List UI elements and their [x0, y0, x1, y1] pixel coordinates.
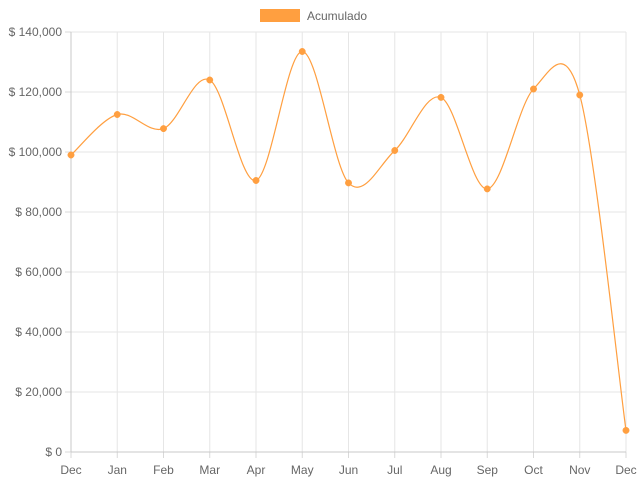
x-tick-label: Jan: [108, 463, 127, 477]
data-point: [252, 177, 260, 184]
grid-lines: [71, 31, 627, 452]
x-tick-label: Nov: [569, 463, 590, 477]
data-point: [206, 76, 214, 84]
y-tick-label: $ 60,000: [15, 265, 62, 279]
y-tick-label: $ 0: [45, 445, 62, 459]
y-tick-label: $ 80,000: [15, 205, 62, 219]
series-line: [70, 50, 627, 431]
data-point: [622, 426, 630, 434]
legend-label: Acumulado: [307, 9, 367, 23]
data-point: [576, 91, 584, 99]
y-tick-label: $ 140,000: [9, 25, 63, 39]
x-tick-label: Dec: [60, 463, 81, 477]
data-point: [437, 93, 445, 101]
axes: [65, 31, 627, 458]
x-tick-label: Jul: [387, 463, 402, 477]
series-layer: [67, 48, 630, 434]
x-tick-label: Feb: [153, 463, 174, 477]
data-point: [483, 185, 491, 193]
x-tick-label: Apr: [247, 463, 266, 477]
data-point: [298, 48, 306, 55]
legend-swatch: [260, 9, 300, 22]
y-tick-label: $ 100,000: [9, 145, 63, 159]
y-tick-label: $ 120,000: [9, 85, 63, 99]
x-axis-tick-labels: Dec Jan Feb Mar Apr May Jun Jul Aug Sep Oct Nov Dec: [60, 463, 636, 477]
x-tick-label: Oct: [524, 463, 543, 477]
x-tick-label: May: [291, 463, 314, 477]
y-tick-label: $ 20,000: [15, 385, 62, 399]
data-point: [160, 125, 167, 133]
y-axis-tick-labels: $ 0 $ 20,000 $ 40,000 $ 60,000 $ 80,000 $ 100…: [9, 25, 63, 459]
x-tick-label: Sep: [477, 463, 499, 477]
data-point: [67, 151, 75, 159]
data-point: [530, 85, 537, 93]
x-tick-label: Mar: [199, 463, 220, 477]
legend[interactable]: Acumulado: [260, 9, 367, 23]
x-tick-label: Aug: [430, 463, 451, 477]
data-point: [345, 179, 352, 187]
y-tick-label: $ 40,000: [15, 325, 62, 339]
data-point: [113, 111, 121, 118]
x-tick-label: Dec: [615, 463, 636, 477]
data-point: [391, 147, 399, 154]
x-tick-label: Jun: [339, 463, 358, 477]
